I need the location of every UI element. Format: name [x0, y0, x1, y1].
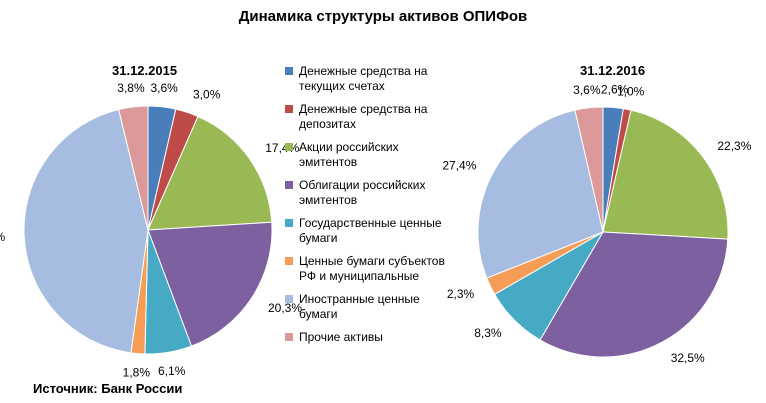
legend-swatch [285, 295, 293, 303]
legend-swatch [285, 181, 293, 189]
legend-label: Иностранные ценные [299, 292, 420, 306]
legend-swatch [285, 257, 293, 265]
chart-title: Динамика структуры активов ОПИФов [238, 8, 528, 25]
pie-1-label-7: 3,6% [573, 83, 601, 97]
legend-label: эмитентов [299, 193, 358, 207]
legend-label: бумаги [299, 231, 338, 245]
pie-1-label-4: 8,3% [474, 326, 502, 340]
legend-swatch [285, 219, 293, 227]
legend-item: Ценные бумаги субъектов РФ и муниципальны… [285, 254, 465, 284]
legend-item: Денежные средства на депозитах [285, 102, 465, 132]
pie-1-label-6: 27,4% [442, 158, 476, 172]
legend-swatch [285, 333, 293, 341]
legend-item: Облигации российских эмитентов [285, 178, 465, 208]
pie-0-slice-6 [23, 108, 149, 354]
pie-0-label-6: 44,0% [0, 230, 6, 244]
pie-1-slice-6 [477, 109, 604, 279]
legend-label: текущих счетах [299, 79, 385, 93]
pie-0-slice-3 [147, 221, 273, 347]
pie-0-label-5: 1,8% [123, 366, 151, 380]
legend-item: Акции российских эмитентов [285, 140, 465, 170]
legend-swatch [285, 67, 293, 75]
pie-0-label-3: 20,3% [268, 301, 302, 315]
legend-swatch [285, 143, 293, 151]
legend-swatch [285, 105, 293, 113]
legend-label: бумаги [299, 307, 338, 321]
pie-1-label-2: 22,3% [717, 139, 751, 153]
pie-1-slice-2 [602, 109, 729, 240]
legend-label: эмитентов [299, 155, 358, 169]
pie-0-label-4: 6,1% [158, 364, 186, 378]
legend: Денежные средства на текущих счетах Денежн… [285, 64, 465, 353]
legend-label: депозитах [299, 117, 356, 131]
pie-0-label-7: 3,8% [117, 81, 145, 95]
legend-item: Прочие активы [285, 330, 465, 345]
pie-0-slice-2 [147, 115, 273, 231]
legend-label: Облигации российских [299, 178, 426, 192]
pie-0-label-0: 3,6% [150, 81, 178, 95]
pie-1-slice-7 [574, 106, 604, 233]
legend-label: Денежные средства на [299, 102, 428, 116]
pie-1-label-0: 2,6% [601, 82, 629, 96]
legend-item: Денежные средства на текущих счетах [285, 64, 465, 94]
pie-1-label-5: 2,3% [447, 287, 475, 301]
legend-label: Ценные бумаги субъектов [299, 254, 445, 268]
legend-label: Государственные ценные [299, 216, 442, 230]
legend-item: Иностранные ценные бумаги [285, 292, 465, 322]
pie-2016-date: 31.12.2016 [580, 63, 646, 78]
pie-1-label-3: 32,5% [671, 351, 705, 365]
legend-label: Прочие активы [299, 330, 383, 344]
pie-2015-date: 31.12.2015 [112, 63, 178, 78]
pie-1-label-1: 1,0% [617, 85, 645, 99]
legend-label: РФ и муниципальные [299, 269, 420, 283]
pie-0-slice-7 [118, 105, 149, 231]
legend-item: Государственные ценные бумаги [285, 216, 465, 246]
pie-0-label-1: 3,0% [193, 87, 221, 101]
pie-1-slice-3 [539, 231, 729, 358]
legend-label: Денежные средства на [299, 64, 428, 78]
legend-label: Акции российских [299, 140, 399, 154]
source-note: Источник: Банк России [33, 381, 183, 396]
